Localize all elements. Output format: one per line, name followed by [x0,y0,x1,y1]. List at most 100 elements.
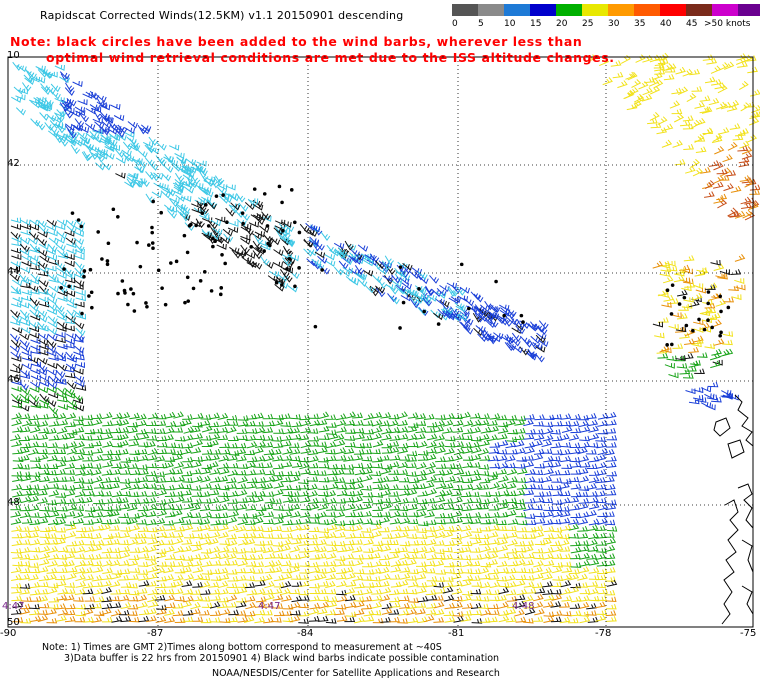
wind-barb [456,286,466,296]
wind-barb [56,321,68,330]
wind-barb [362,462,373,469]
contamination-circle [194,223,198,228]
wind-barb [606,442,617,448]
legend-swatch [634,4,660,16]
wind-barb [28,303,39,312]
wind-barb [273,517,284,525]
wind-barb [46,608,57,615]
wind-barb [280,560,292,567]
wind-barb [533,420,544,427]
wind-barb [318,580,329,587]
wind-barb [74,588,86,595]
wind-barb [443,307,454,314]
wind-barb [461,434,473,441]
wind-barb [196,200,206,210]
wind-barb [174,595,185,602]
wind-barb [127,503,138,511]
wind-barb [30,368,41,375]
wind-barb [444,442,456,448]
wind-barb [377,267,388,275]
wind-barb [182,462,194,469]
wind-barb [46,219,57,227]
contamination-circle [214,194,219,198]
wind-barb [588,475,600,483]
wind-barb [435,569,447,575]
wind-barb [378,566,390,574]
wind-barb [24,77,35,86]
contamination-circle [682,295,687,300]
wind-barb [146,490,158,497]
contamination-circle [135,240,139,245]
wind-barb [288,442,300,448]
wind-barb [64,475,76,482]
wind-barb [19,426,31,433]
wind-barb [225,207,236,217]
wind-barb [471,527,482,534]
legend-label: >50 knots [704,19,751,29]
wind-barb [15,107,26,116]
wind-barb [11,532,23,539]
wind-barb [416,527,427,534]
wind-barb [130,142,141,152]
wind-barb [658,317,669,323]
wind-barb [469,547,481,553]
wind-barb [734,130,746,137]
wind-barb [741,202,752,209]
legend-swatch [738,4,760,16]
wind-barb [318,411,330,419]
wind-barb [120,526,131,532]
wind-barb [445,310,456,319]
wind-barb [488,568,500,575]
wind-barb [208,427,220,434]
wind-barb [671,87,683,95]
wind-barb [388,285,399,295]
wind-barb [459,321,469,330]
wind-barb [82,532,93,539]
wind-barb [677,86,689,96]
wind-barb [99,104,111,111]
wind-barb [605,604,617,610]
wind-barb [454,302,465,311]
wind-barb [93,498,104,505]
wind-barb [654,64,665,72]
wind-barb [462,483,474,490]
wind-barb [245,547,257,553]
wind-barb [281,594,292,602]
wind-barb [515,503,527,511]
wind-barb [199,171,209,182]
wind-barb [145,518,157,526]
wind-barb [444,463,456,469]
wind-barb [416,586,427,594]
wind-barb [579,461,591,468]
wind-barb [255,546,267,552]
wind-barb [118,512,130,519]
wind-barb [180,204,191,214]
wind-barb [57,133,68,140]
wind-barb [523,455,534,461]
wind-barb [11,440,22,447]
wind-barb [434,548,445,555]
wind-barb [533,530,545,539]
lat-label-bottom: 50 [7,617,20,628]
wind-barb [55,351,67,360]
wind-barb [362,497,374,504]
contamination-circle [669,312,674,316]
wind-barb [291,538,302,545]
wind-barb [668,298,679,305]
wind-barb [237,517,249,525]
wind-barb [344,240,354,251]
wind-barb [371,560,383,568]
wind-barb [38,558,50,566]
wind-barb [28,489,40,496]
wind-barb [345,276,357,284]
wind-barb [164,545,175,553]
wind-barb [201,511,213,519]
wind-barb [400,294,411,302]
wind-barb [82,484,93,491]
wind-barb [156,441,168,448]
coastline-segment [713,417,731,437]
wind-barb [255,596,267,603]
wind-barb [690,158,700,168]
wind-barb [260,256,270,266]
wind-barb [379,580,390,588]
